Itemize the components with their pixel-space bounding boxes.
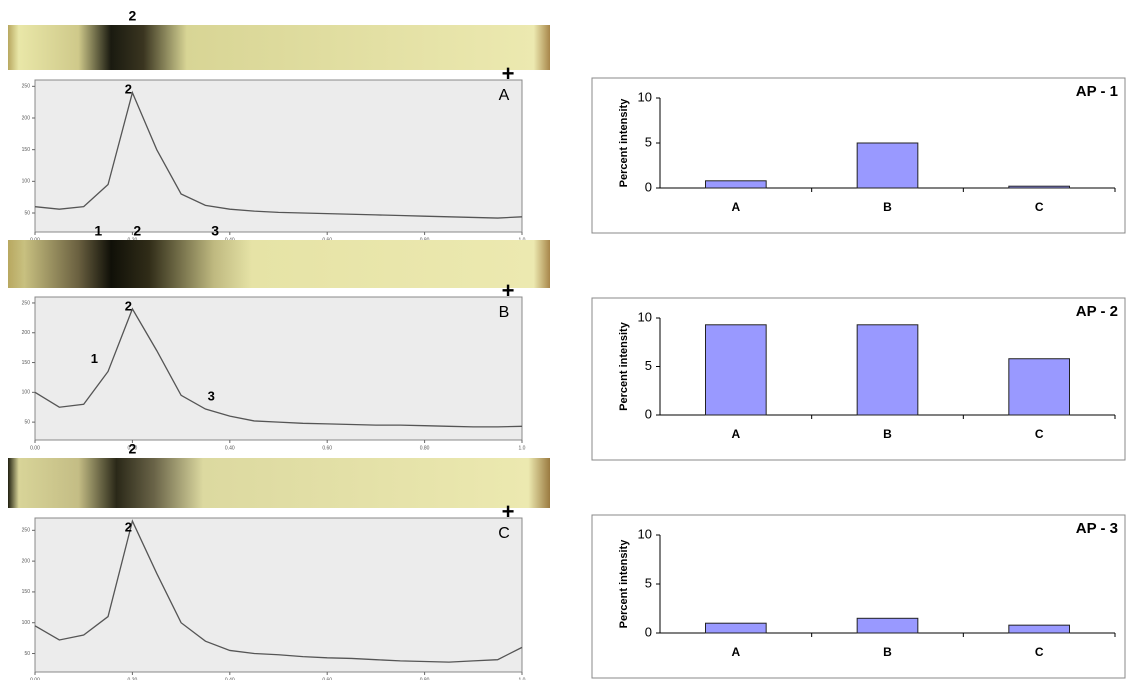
y-tick-label: 150 xyxy=(22,360,31,366)
y-tick-label: 250 xyxy=(22,300,31,306)
strip-label: 2 xyxy=(129,8,137,24)
bar xyxy=(705,324,767,416)
strip-label: 1 xyxy=(94,223,102,239)
y-tick-label: 200 xyxy=(22,330,31,336)
x-tick-label: 0.40 xyxy=(225,677,235,680)
y-tick-label: 150 xyxy=(22,147,31,153)
profile-line xyxy=(34,307,523,428)
x-tick-label: 0.80 xyxy=(420,445,430,451)
plus-marker: + xyxy=(502,499,515,524)
y-tick-label: 10 xyxy=(638,309,652,324)
x-tick-label: C xyxy=(1035,427,1044,441)
x-tick-label: A xyxy=(731,645,740,659)
profile-line xyxy=(34,519,523,663)
bar xyxy=(705,180,767,189)
x-tick-label: 1.0 xyxy=(519,677,526,680)
y-tick-label: 50 xyxy=(24,210,30,216)
bar xyxy=(1008,358,1070,416)
peak-label: 1 xyxy=(91,351,98,366)
plus-marker: + xyxy=(502,278,515,303)
x-tick-label: C xyxy=(1035,200,1044,214)
y-tick-label: 10 xyxy=(638,89,652,104)
x-tick-label: 0.20 xyxy=(128,445,138,451)
y-axis-label: Percent intensity xyxy=(618,98,630,188)
plus-marker: + xyxy=(502,61,515,86)
y-tick-label: 0 xyxy=(645,406,652,421)
peak-label: 3 xyxy=(208,388,215,403)
y-tick-label: 100 xyxy=(22,179,31,185)
strip-label: 2 xyxy=(133,223,141,239)
tlc-strip xyxy=(8,25,550,70)
x-tick-label: 0.20 xyxy=(128,677,138,680)
y-tick-label: 100 xyxy=(22,390,31,396)
x-tick-label: 0.00 xyxy=(30,677,40,680)
x-tick-label: B xyxy=(883,645,892,659)
panel-label: A xyxy=(499,87,510,104)
bar xyxy=(856,617,919,634)
x-tick-label: 0.60 xyxy=(322,677,332,680)
y-tick-label: 150 xyxy=(22,589,31,595)
y-axis-label: Percent intensity xyxy=(618,539,630,629)
y-tick-label: 5 xyxy=(645,134,652,149)
tlc-strip xyxy=(8,458,550,508)
bar xyxy=(856,324,919,416)
x-tick-label: A xyxy=(731,200,740,214)
strip-label: 2 xyxy=(129,441,137,457)
y-tick-label: 0 xyxy=(645,179,652,194)
peak-label: 2 xyxy=(125,81,132,96)
bar xyxy=(1008,624,1070,634)
x-tick-label: 1.0 xyxy=(519,445,526,451)
y-tick-label: 250 xyxy=(22,528,31,534)
y-tick-label: 200 xyxy=(22,558,31,564)
x-tick-label: C xyxy=(1035,645,1044,659)
y-tick-label: 0 xyxy=(645,624,652,639)
bar xyxy=(705,622,767,634)
chart-frame xyxy=(591,514,1126,679)
bar xyxy=(1008,185,1070,189)
x-tick-label: 0.00 xyxy=(30,445,40,451)
x-tick-label: 0.60 xyxy=(322,445,332,451)
tlc-strip xyxy=(8,240,550,288)
y-tick-label: 250 xyxy=(22,84,31,90)
y-tick-label: 50 xyxy=(24,419,30,425)
y-tick-label: 100 xyxy=(22,620,31,626)
y-tick-label: 5 xyxy=(645,358,652,373)
x-tick-label: A xyxy=(731,427,740,441)
plot-background xyxy=(34,79,523,233)
y-tick-label: 50 xyxy=(24,651,30,657)
peak-label: 2 xyxy=(125,298,132,313)
plot-background xyxy=(34,517,523,673)
panel-label: C xyxy=(498,525,510,542)
x-tick-label: 0.80 xyxy=(420,677,430,680)
peak-label: 2 xyxy=(125,519,132,534)
plot-background xyxy=(34,296,523,441)
profile-line xyxy=(34,90,523,219)
x-tick-label: B xyxy=(883,427,892,441)
y-tick-label: 200 xyxy=(22,115,31,121)
x-tick-label: B xyxy=(883,200,892,214)
y-tick-label: 10 xyxy=(638,526,652,541)
chart-title: AP - 3 xyxy=(1076,520,1118,537)
chart-title: AP - 2 xyxy=(1076,303,1118,320)
y-axis-label: Percent intensity xyxy=(618,321,630,411)
strip-label: 3 xyxy=(211,223,219,239)
chart-title: AP - 1 xyxy=(1076,83,1118,100)
panel-label: B xyxy=(499,304,510,321)
x-tick-label: 0.40 xyxy=(225,445,235,451)
bar xyxy=(856,142,919,189)
y-tick-label: 5 xyxy=(645,575,652,590)
